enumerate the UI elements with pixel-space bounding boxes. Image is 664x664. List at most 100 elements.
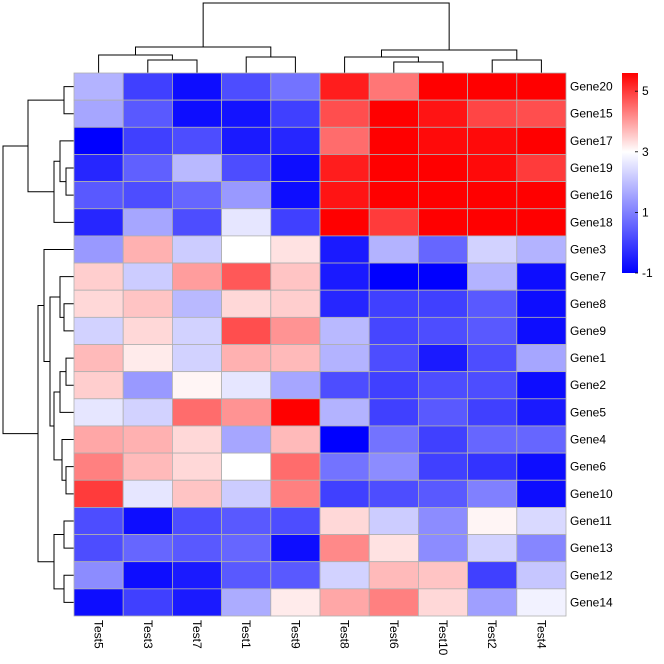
heatmap-cell [516, 154, 567, 182]
legend-tick-label: 5 [642, 84, 649, 98]
heatmap-cell [467, 452, 518, 481]
heatmap-cell [221, 534, 272, 563]
column-label: Test1 [239, 620, 253, 649]
dendrogram-branch [393, 61, 444, 73]
heatmap-cell [73, 154, 124, 182]
heatmap-cell [122, 344, 173, 373]
heatmap-cell [417, 262, 468, 291]
heatmap-cell [368, 154, 419, 182]
heatmap-cell [467, 262, 518, 291]
row-label: Gene10 [570, 487, 613, 501]
dendrogram-branch [65, 357, 74, 386]
heatmap-cell [467, 561, 518, 590]
legend-tick-label: 1 [642, 205, 649, 219]
heatmap-cell [171, 208, 222, 237]
dendrogram-branch [43, 248, 74, 362]
heatmap-cell [467, 534, 518, 563]
column-label: Test8 [338, 620, 352, 649]
row-label: Gene12 [570, 568, 613, 582]
heatmap-cell [467, 506, 518, 535]
heatmap-cell [319, 181, 370, 210]
heatmap-cell [417, 452, 468, 481]
heatmap-cell [516, 398, 567, 427]
dendrogram-branch [63, 574, 74, 603]
heatmap-cell [270, 289, 321, 318]
heatmap-cell [270, 181, 321, 210]
column-label: Test10 [436, 620, 450, 656]
heatmap-cell [221, 506, 272, 535]
heatmap-cell [122, 425, 173, 454]
row-labels: Gene20 Gene15 Gene17 Gene19 Gene16 Gene18 Gene… [570, 80, 613, 610]
heatmap-cell [417, 425, 468, 454]
heatmap-cell [221, 72, 272, 101]
heatmap-cell [467, 154, 518, 182]
heatmap-cell [122, 99, 173, 128]
heatmap-cell [270, 398, 321, 427]
heatmap-cell [368, 452, 419, 481]
heatmap-cell [319, 262, 370, 291]
heatmap-cell [368, 479, 419, 508]
heatmap-cell [122, 371, 173, 400]
heatmap-cell [319, 344, 370, 373]
heatmap-cell [467, 235, 518, 264]
heatmap-cell [368, 126, 419, 155]
heatmap-cell [270, 561, 321, 590]
heatmap-cell [368, 398, 419, 427]
row-label: Gene11 [570, 514, 612, 528]
row-label: Gene18 [570, 215, 613, 229]
heatmap-cell [122, 506, 173, 535]
heatmap-cell [467, 208, 518, 237]
heatmap-cell [122, 452, 173, 481]
dendrogram-branch [27, 99, 64, 193]
column-label: Test5 [92, 620, 106, 649]
row-label: Gene13 [570, 541, 613, 555]
heatmap-cell [467, 181, 518, 210]
heatmap-cell [221, 289, 272, 318]
column-label: Test7 [190, 620, 204, 649]
heatmap-cell [221, 235, 272, 264]
heatmap-cell [467, 479, 518, 508]
heatmap-cell [417, 72, 468, 101]
heatmap-cell [319, 534, 370, 563]
heatmap-cell [368, 534, 419, 563]
heatmap-cell [73, 99, 124, 128]
heatmap-cell [221, 208, 272, 237]
heatmap-cell [516, 344, 567, 373]
heatmap-cell [368, 561, 419, 590]
heatmap-cell [122, 479, 173, 508]
heatmap-cell [73, 479, 124, 508]
row-label: Gene20 [570, 80, 613, 94]
heatmap-cell [270, 344, 321, 373]
heatmap-cell [73, 262, 124, 291]
heatmap-cell [368, 371, 419, 400]
heatmap-cell [516, 262, 567, 291]
heatmap-cell [417, 398, 468, 427]
column-label: Test4 [534, 620, 548, 649]
heatmap-cell [270, 316, 321, 345]
legend-tick-label: -1 [642, 266, 653, 280]
row-label: Gene4 [570, 433, 606, 447]
heatmap-cell [417, 181, 468, 210]
column-labels: Test5 Test3 Test7 Test1 Test9 Test8 Test6 Test1… [92, 620, 549, 656]
heatmap-cell [516, 452, 567, 481]
heatmap-cell [171, 262, 222, 291]
heatmap-cell [122, 154, 173, 182]
heatmap-cell [516, 561, 567, 590]
heatmap-cell [516, 126, 567, 155]
heatmap-cell [368, 344, 419, 373]
heatmap-cell [122, 235, 173, 264]
heatmap-cell [171, 588, 222, 617]
heatmap-cell [319, 99, 370, 128]
column-label: Test2 [485, 620, 499, 649]
heatmap-cell [73, 289, 124, 318]
heatmap-cell [73, 344, 124, 373]
heatmap-cell [171, 154, 222, 182]
heatmap-cell [467, 371, 518, 400]
heatmap-cell [221, 344, 272, 373]
heatmap-cell [319, 425, 370, 454]
dendrogram-branch [491, 59, 542, 73]
dendrogram-branch [65, 167, 74, 196]
heatmap-cell [319, 506, 370, 535]
heatmap-cell [73, 398, 124, 427]
